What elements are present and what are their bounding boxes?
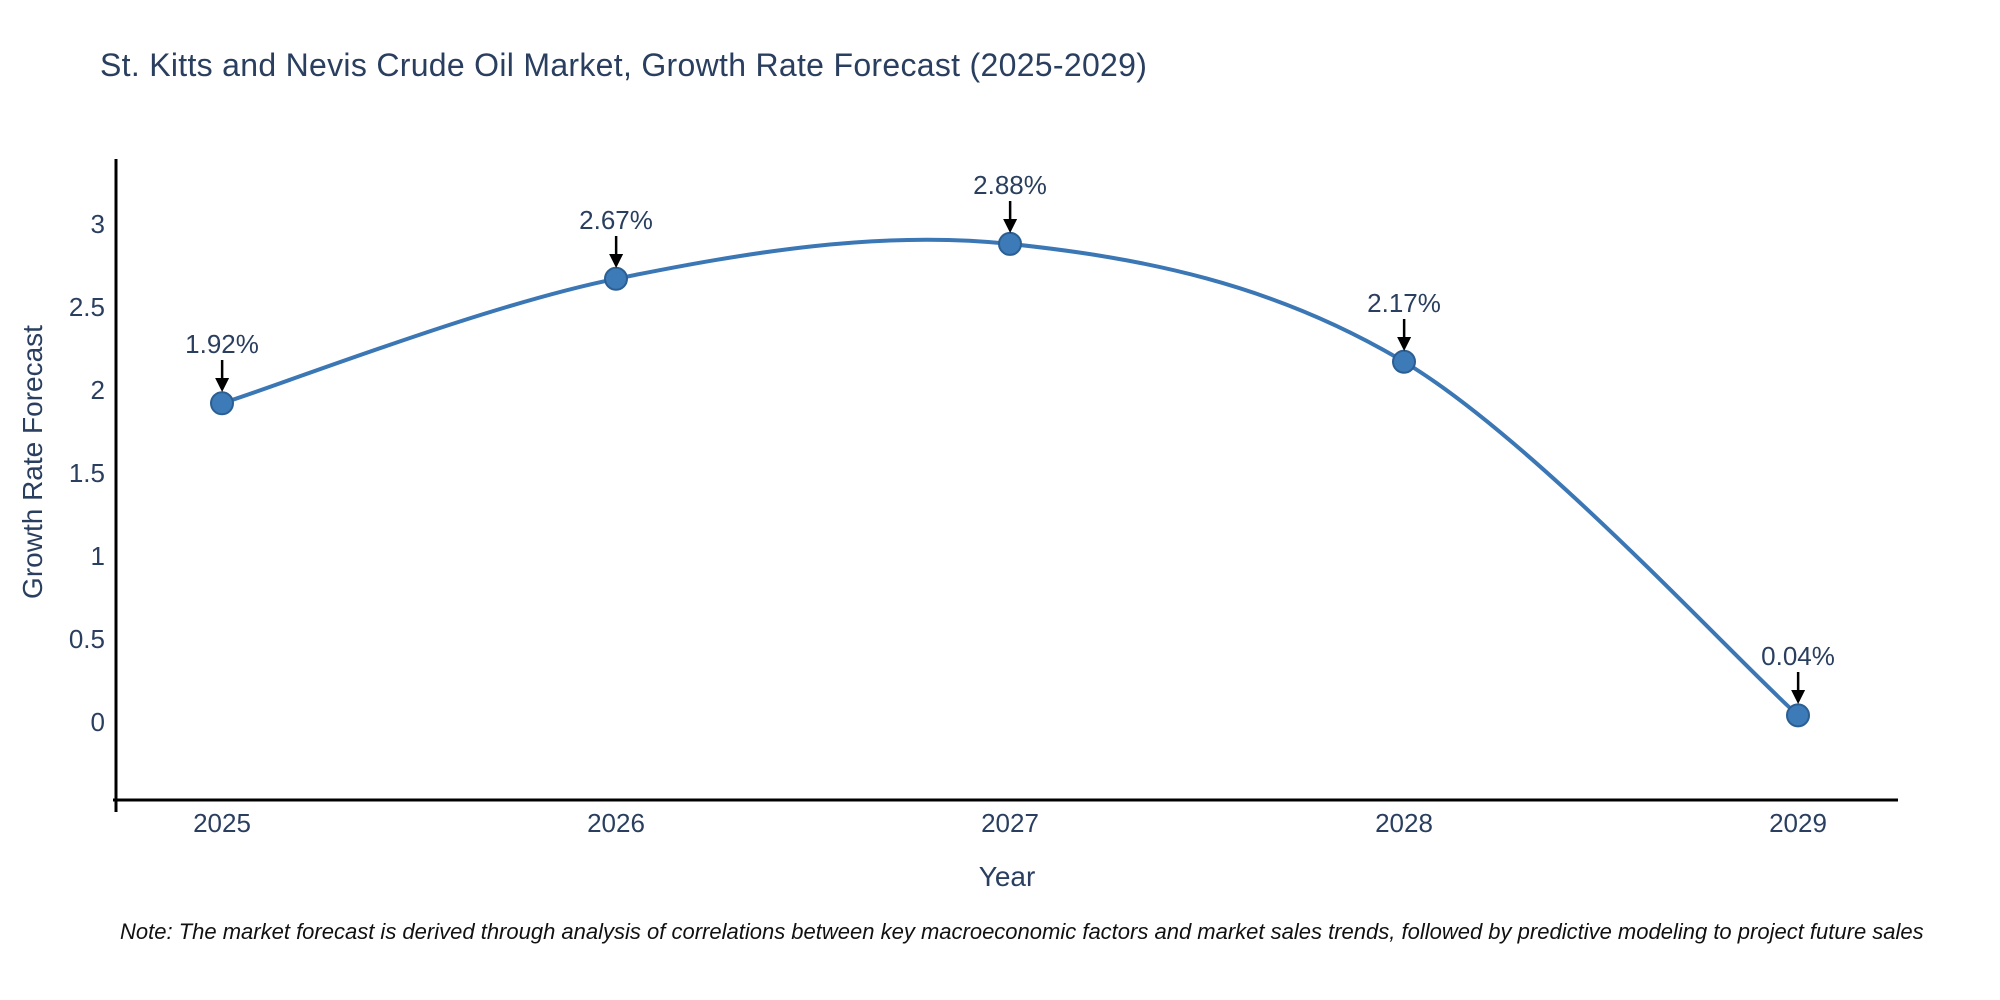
x-tick-label: 2029 (1769, 808, 1827, 838)
y-tick-label: 1 (90, 541, 105, 571)
footnote: Note: The market forecast is derived thr… (120, 919, 1924, 944)
x-tick-label: 2028 (1375, 808, 1433, 838)
point-annotation: 0.04% (1761, 641, 1835, 705)
point-value-label: 2.67% (579, 204, 653, 235)
down-arrow-icon (214, 360, 229, 393)
data-point-marker (998, 231, 1022, 256)
y-tick-label: 3 (90, 209, 105, 239)
y-tick-label: 0 (90, 707, 105, 737)
point-value-label: 1.92% (185, 329, 259, 360)
y-tick-label: 1.5 (68, 458, 105, 488)
data-point-marker (604, 266, 628, 291)
y-tick-label: 2.5 (68, 292, 105, 322)
data-point-marker (210, 391, 234, 416)
down-arrow-icon (1790, 672, 1805, 705)
y-tick-label: 0.5 (68, 624, 105, 654)
x-tick-label: 2025 (193, 808, 251, 838)
data-point-marker (1392, 349, 1416, 374)
point-value-label: 0.04% (1761, 641, 1835, 672)
forecast-line (220, 237, 1800, 718)
point-annotation: 2.17% (1367, 290, 1441, 351)
point-value-label: 2.88% (973, 169, 1047, 200)
point-value-label: 2.17% (1367, 287, 1441, 318)
chart-title: St. Kitts and Nevis Crude Oil Market, Gr… (100, 47, 1148, 83)
y-tick-label: 2 (90, 375, 105, 405)
down-arrow-icon (1396, 318, 1411, 351)
x-tick-label: 2027 (981, 808, 1039, 838)
point-annotation: 2.88% (973, 172, 1047, 233)
point-annotation: 2.67% (579, 207, 653, 268)
point-annotation: 1.92% (185, 329, 259, 393)
x-tick-label: 2026 (587, 808, 645, 838)
down-arrow-icon (608, 235, 623, 268)
down-arrow-icon (1002, 200, 1017, 233)
data-point-marker (1786, 703, 1810, 728)
x-axis-title: Year (978, 861, 1036, 892)
